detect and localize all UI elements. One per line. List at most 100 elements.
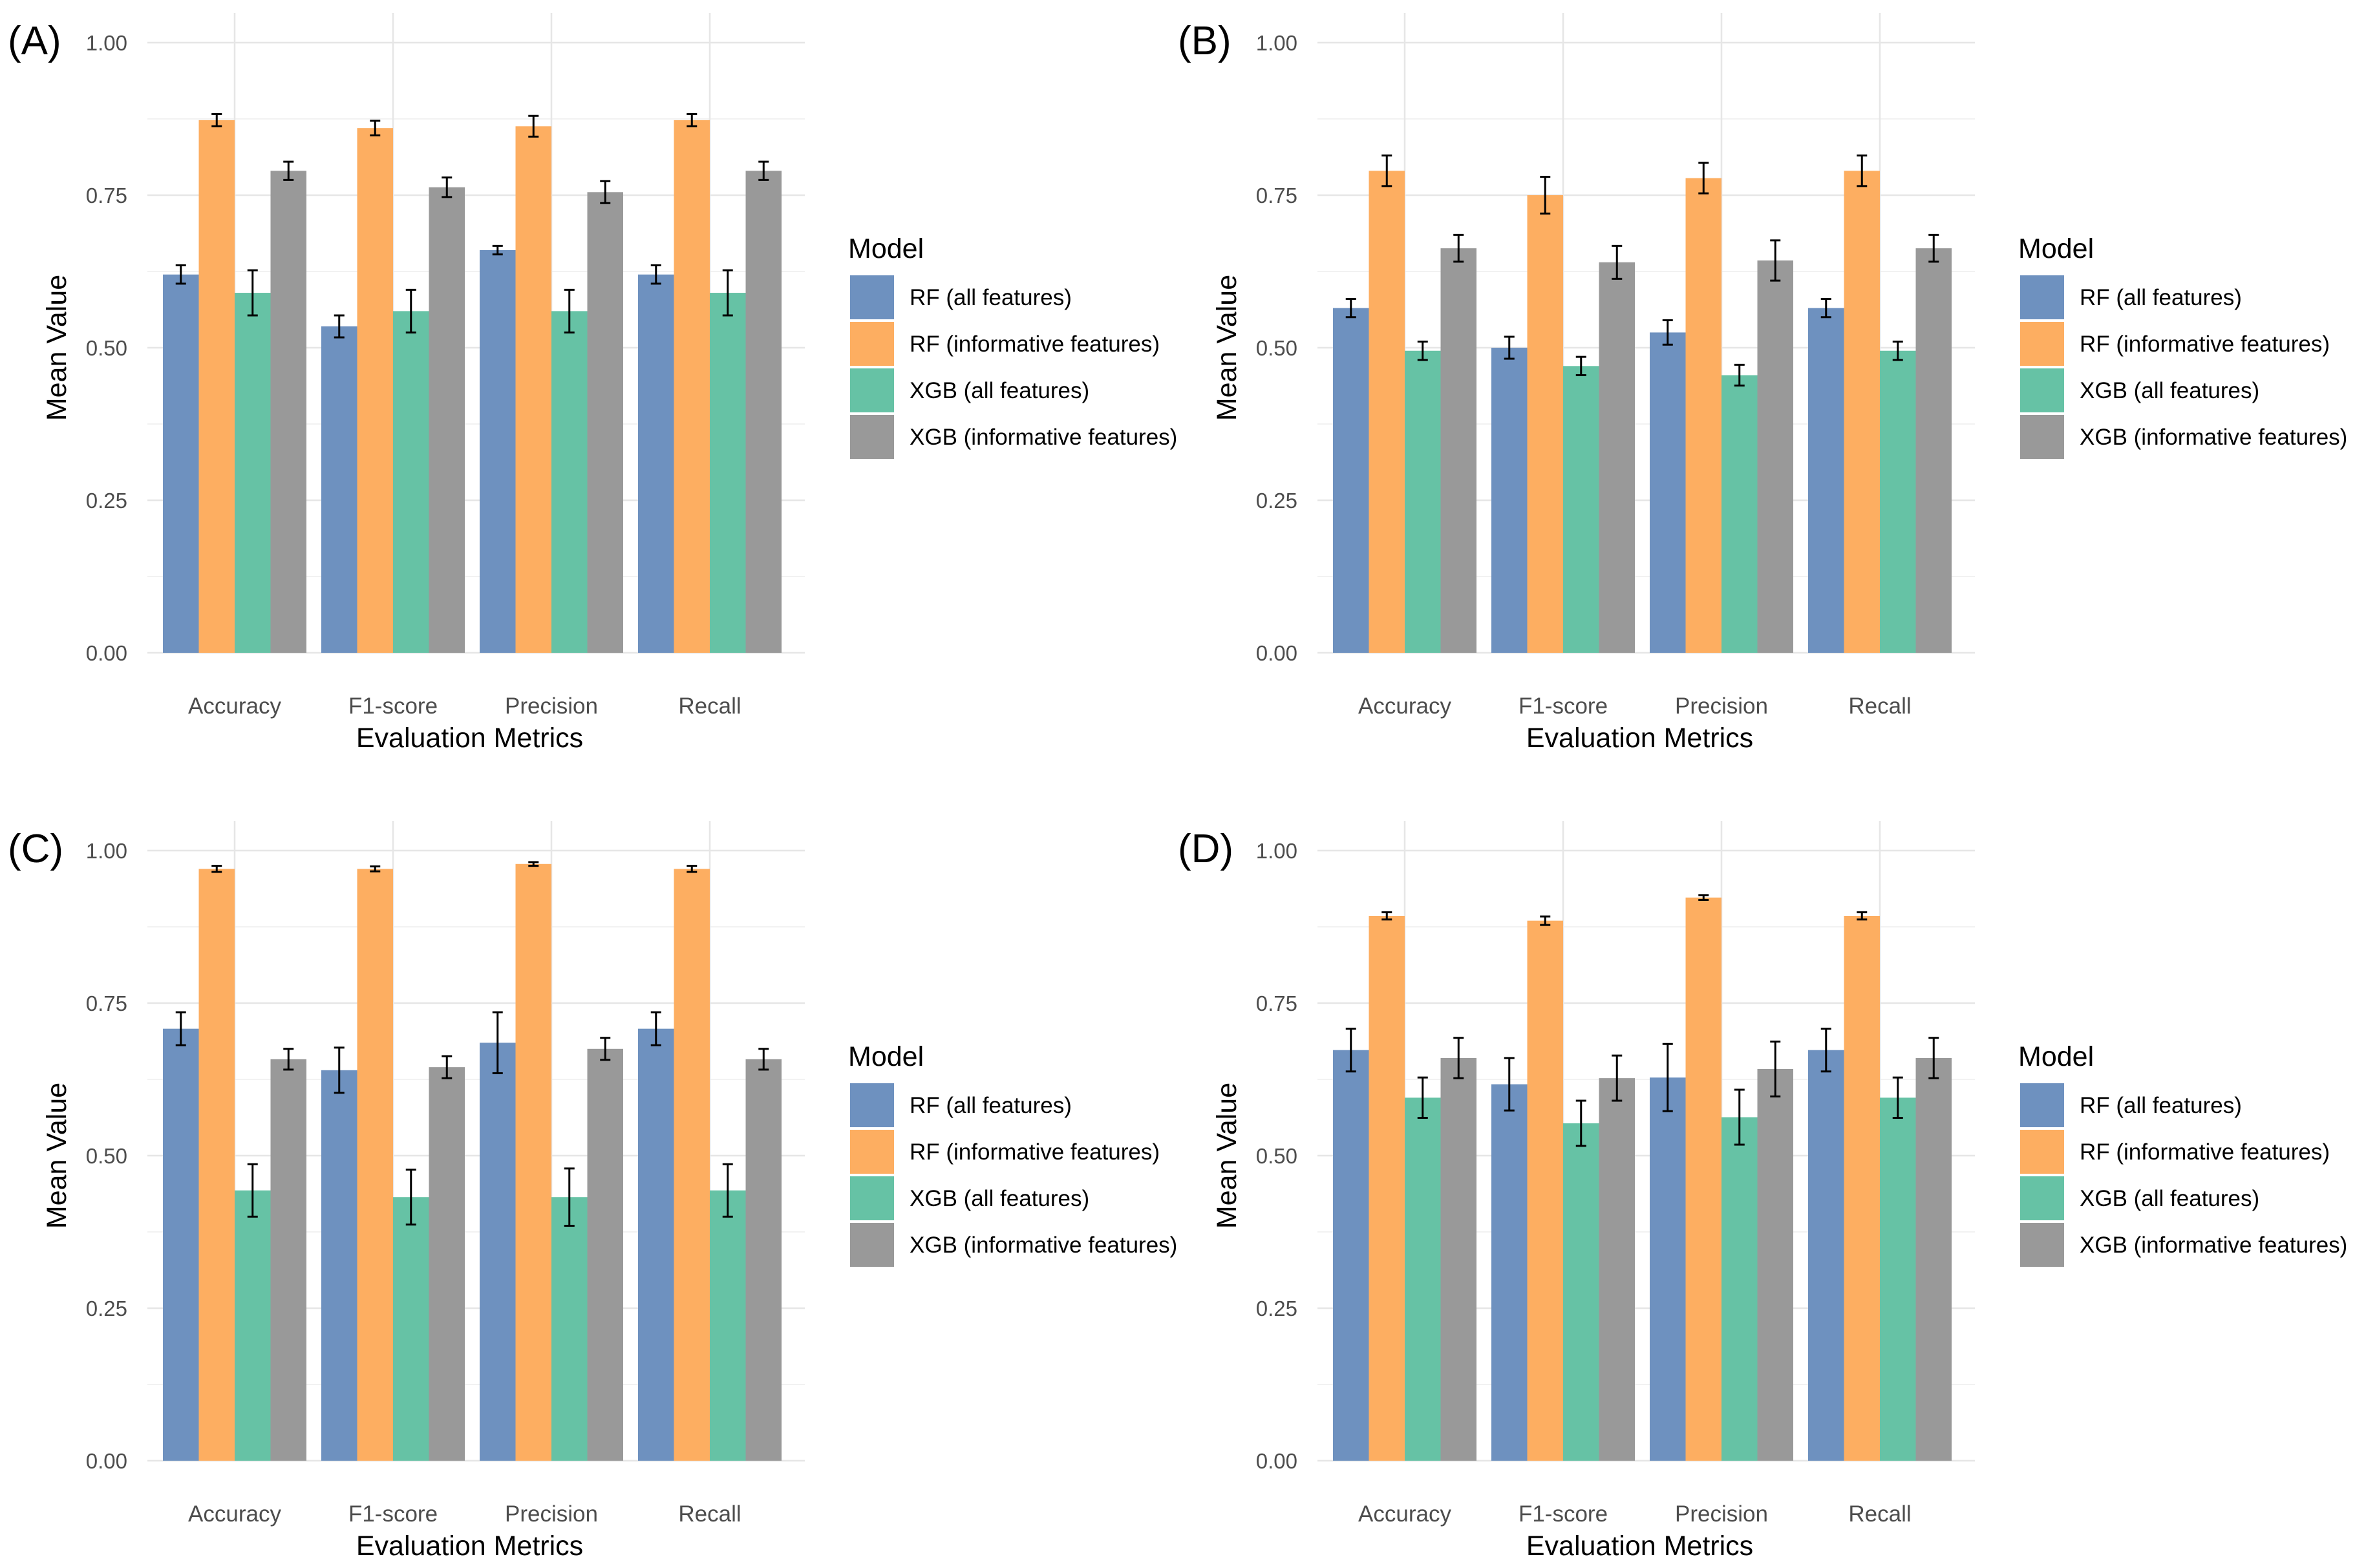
- error-bar: [211, 112, 222, 127]
- legend: Model RF (all features) RF (informative fe…: [2018, 233, 2347, 459]
- x-tick-label: F1-score: [1519, 694, 1608, 719]
- error-bar: [211, 865, 222, 873]
- bar-xgb-informative-features--precision: [587, 1048, 623, 1461]
- error-bar: [175, 264, 186, 285]
- bar-rf-all-features--precision: [480, 1043, 516, 1461]
- error-bar: [1504, 335, 1515, 360]
- error-bar: [1345, 297, 1356, 319]
- error-bar: [687, 865, 698, 873]
- bar-rf-informative-features--accuracy: [1369, 916, 1405, 1461]
- error-bar: [1575, 355, 1586, 376]
- bar-rf-informative-features--recall: [1844, 171, 1880, 653]
- bar-xgb-all-features--precision: [551, 311, 588, 653]
- bar-xgb-informative-features--recall: [1915, 1057, 1952, 1461]
- legend-label: RF (all features): [910, 1093, 1072, 1118]
- error-bar: [370, 865, 381, 873]
- error-bar: [650, 264, 661, 285]
- legend-label: XGB (informative features): [2080, 1233, 2347, 1258]
- bar-rf-all-features--recall: [1808, 1050, 1844, 1461]
- bar-rf-all-features--f1-score: [321, 326, 357, 653]
- legend-label: RF (informative features): [2080, 1139, 2330, 1165]
- legend-key: [850, 415, 894, 459]
- legend: Model RF (all features) RF (informative fe…: [848, 233, 1177, 459]
- error-bar: [1770, 239, 1781, 282]
- x-tick-label: Precision: [1675, 694, 1768, 719]
- legend-key: [2020, 415, 2064, 459]
- bar-xgb-all-features--recall: [710, 293, 746, 653]
- error-bar: [247, 1163, 258, 1218]
- bar-xgb-all-features--recall: [1880, 1097, 1916, 1461]
- bar-xgb-informative-features--accuracy: [1440, 248, 1476, 653]
- legend-key: [850, 1130, 894, 1174]
- error-bar: [283, 160, 294, 181]
- bar-rf-all-features--f1-score: [1491, 1084, 1528, 1461]
- bar-xgb-all-features--accuracy: [235, 293, 271, 653]
- x-tick-label: Accuracy: [1358, 1501, 1451, 1527]
- bar-xgb-all-features--f1-score: [1563, 1123, 1599, 1461]
- y-tick-label: 0.50: [1256, 336, 1297, 360]
- error-bar: [1381, 911, 1392, 921]
- error-bar: [1612, 1054, 1623, 1102]
- error-bar: [600, 180, 611, 204]
- error-bar: [1698, 894, 1709, 901]
- legend: Model RF (all features) RF (informative fe…: [848, 1041, 1177, 1267]
- bar-xgb-informative-features--f1-score: [1599, 262, 1635, 653]
- legend-title: Model: [2018, 1041, 2094, 1072]
- error-bar: [1453, 1037, 1464, 1079]
- y-tick-label: 0.00: [86, 1449, 127, 1473]
- error-bar: [1734, 1088, 1745, 1146]
- legend-key: [850, 1223, 894, 1267]
- error-bar: [1820, 1028, 1831, 1073]
- legend-key: [850, 322, 894, 366]
- error-bar: [1417, 1076, 1428, 1119]
- error-bar: [1540, 915, 1551, 926]
- bar-rf-informative-features--accuracy: [1369, 171, 1405, 653]
- bar-rf-informative-features--recall: [674, 120, 710, 653]
- error-bar: [1928, 1037, 1939, 1079]
- error-bar: [492, 1011, 503, 1075]
- legend-key: [2020, 1130, 2064, 1174]
- bar-xgb-all-features--precision: [1721, 1117, 1758, 1461]
- error-bar: [1857, 154, 1868, 187]
- bar-rf-all-features--accuracy: [163, 274, 199, 653]
- legend-key: [2020, 368, 2064, 412]
- bar-xgb-informative-features--f1-score: [1599, 1078, 1635, 1461]
- y-axis-title: Mean Value: [41, 275, 72, 421]
- legend-key: [2020, 275, 2064, 319]
- y-tick-label: 1.00: [1256, 31, 1297, 55]
- error-bar: [528, 114, 539, 138]
- x-tick-label: Accuracy: [188, 694, 281, 719]
- error-bar: [1892, 341, 1903, 361]
- error-bar: [1417, 341, 1428, 361]
- x-tick-label: Precision: [505, 1501, 598, 1527]
- error-bar: [1504, 1057, 1515, 1112]
- bar-rf-informative-features--f1-score: [1527, 195, 1563, 653]
- legend-label: RF (all features): [2080, 1093, 2242, 1118]
- error-bar: [1662, 319, 1673, 346]
- y-axis-title: Mean Value: [1211, 1083, 1242, 1229]
- x-tick-label: Precision: [505, 694, 598, 719]
- bar-rf-informative-features--f1-score: [357, 869, 393, 1461]
- bar-xgb-all-features--f1-score: [393, 1197, 429, 1461]
- bar-xgb-all-features--recall: [710, 1190, 746, 1461]
- legend-label: XGB (all features): [910, 1186, 1089, 1211]
- bar-rf-all-features--f1-score: [1491, 348, 1528, 653]
- legend-title: Model: [2018, 233, 2094, 264]
- x-tick-label: Recall: [1848, 1501, 1911, 1527]
- legend-label: XGB (informative features): [2080, 425, 2347, 450]
- chart-panel-2: 0.00 0.25 0.50 0.75 1.00 Accuracy F1-score Prec…: [1178, 13, 2347, 754]
- y-tick-label: 0.25: [86, 489, 127, 513]
- x-tick-label: Recall: [1848, 694, 1911, 719]
- bar-xgb-all-features--recall: [1880, 350, 1916, 653]
- error-bar: [1734, 363, 1745, 387]
- error-bar: [247, 269, 258, 317]
- legend-label: XGB (all features): [2080, 1186, 2259, 1211]
- panel-label: (A): [8, 19, 61, 63]
- chart-panel-3: 0.00 0.25 0.50 0.75 1.00 Accuracy F1-score Prec…: [8, 821, 1177, 1562]
- error-bar: [722, 1163, 733, 1218]
- error-bar: [1662, 1043, 1673, 1112]
- legend: Model RF (all features) RF (informative fe…: [2018, 1041, 2347, 1267]
- error-bar: [528, 861, 539, 867]
- y-tick-label: 0.75: [1256, 991, 1297, 1015]
